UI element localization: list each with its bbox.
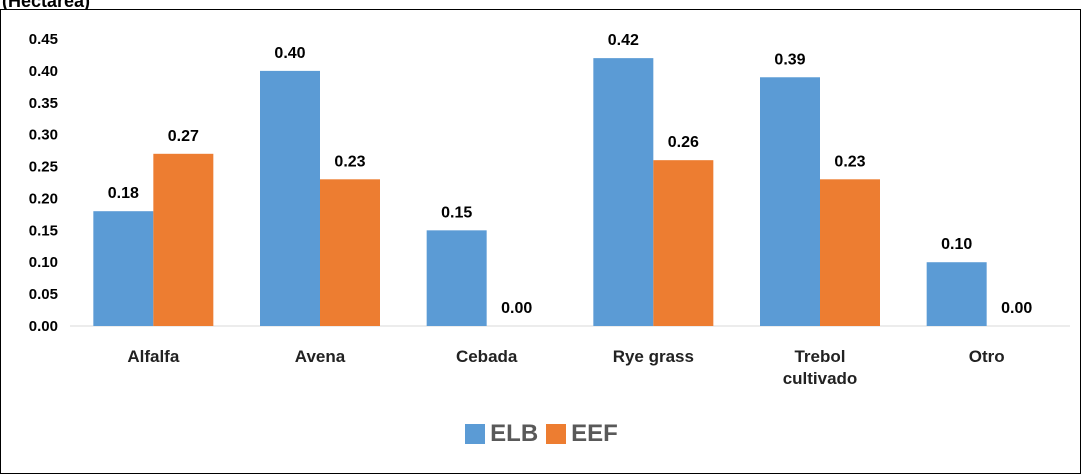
data-label: 0.23 [834, 153, 865, 170]
y-tick-label: 0.30 [29, 127, 58, 144]
bar-eef [320, 179, 380, 326]
y-tick-label: 0.15 [29, 222, 58, 239]
category-label: Alfalfa [127, 347, 180, 366]
legend: ELB EEF [0, 420, 1083, 449]
category-label: Rye grass [613, 347, 694, 366]
y-tick-label: 0.40 [29, 63, 58, 80]
data-labels-group: 0.18 0.27 0.40 0.23 0.15 0.00 0.42 0.26 0.39 0.23… [108, 32, 1033, 317]
data-label: 0.42 [608, 32, 639, 49]
y-tick-label: 0.10 [29, 254, 58, 271]
bar-elb [260, 70, 320, 326]
data-label: 0.00 [1001, 300, 1032, 317]
bar-elb [426, 230, 487, 326]
data-label: 0.18 [108, 185, 139, 202]
bars-group [93, 58, 987, 327]
category-label: Cebada [456, 347, 518, 366]
header-fragment: (Hectárea) [2, 0, 91, 11]
legend-label: EEF [571, 420, 618, 447]
y-axis-ticks: 0.00 0.05 0.10 0.15 0.20 0.25 0.30 0.35 0.40 0.45 [29, 31, 58, 335]
bar-eef [820, 179, 880, 326]
category-label: cultivado [783, 369, 858, 388]
data-label: 0.15 [441, 204, 472, 221]
legend-item-eef: EEF [546, 420, 618, 448]
category-label: Avena [295, 347, 346, 366]
legend-swatch [465, 424, 486, 444]
category-labels-group: Alfalfa Avena Cebada Rye grass Trebol cultiva… [127, 347, 1004, 388]
data-label: 0.23 [334, 153, 365, 170]
data-label: 0.40 [274, 45, 305, 62]
bar-eef [153, 153, 214, 326]
legend-label: ELB [490, 420, 539, 447]
y-tick-label: 0.00 [29, 318, 58, 335]
bar-elb [593, 58, 654, 327]
y-tick-label: 0.45 [29, 31, 58, 48]
data-label: 0.10 [941, 236, 972, 253]
data-label: 0.26 [668, 134, 699, 151]
category-label: Trebol [794, 347, 845, 366]
category-label: Otro [969, 347, 1005, 366]
bar-elb [93, 211, 154, 326]
legend-item-elb: ELB [465, 420, 538, 448]
data-label: 0.39 [774, 51, 805, 68]
data-label: 0.00 [501, 300, 532, 317]
y-tick-label: 0.35 [29, 95, 58, 112]
bar-elb [760, 77, 820, 327]
bar-eef [653, 160, 714, 326]
bar-elb [926, 262, 987, 326]
y-tick-label: 0.25 [29, 159, 58, 176]
legend-swatch [546, 424, 567, 444]
y-tick-label: 0.05 [29, 286, 58, 303]
y-tick-label: 0.20 [29, 190, 58, 207]
data-label: 0.27 [168, 128, 199, 145]
